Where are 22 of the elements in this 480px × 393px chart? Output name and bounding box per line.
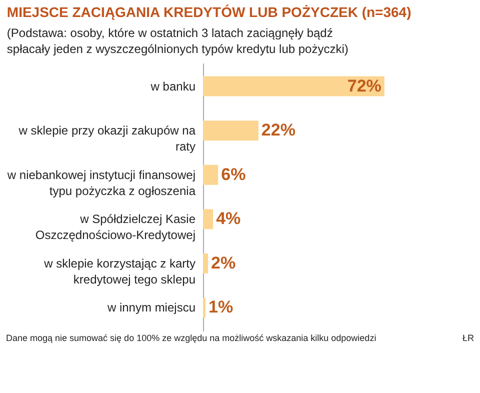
bar xyxy=(203,76,384,96)
data-label: 1% xyxy=(208,298,234,317)
bar xyxy=(203,164,218,185)
data-label: 2% xyxy=(211,253,236,272)
y-tick-label: w sklepie przy okazji zakupów na raty xyxy=(18,124,196,154)
data-label: 72% xyxy=(347,76,382,96)
chart-subtitle: (Podstawa: osoby, które w ostatnich 3 latach zaciągnęły bądź spłacały jeden z wyszczególnionych typów kredytu lub pożyczki) xyxy=(6,26,348,56)
text: Dane mogą nie sumować się do 100% ze względu na możliwość wskazania kilku odpowiedzi xyxy=(6,333,376,343)
data-label: 6% xyxy=(221,164,246,184)
y-tick-label: w banku xyxy=(150,79,196,94)
bar xyxy=(203,253,208,274)
y-tick-label: w innym miejscu xyxy=(106,300,196,315)
bar xyxy=(203,298,206,318)
y-tick-label: w Spółdzielczej Kasie Oszczędnościowo-Kredytowej xyxy=(35,212,196,242)
y-tick-label: w niebankowej instytucji finansowej typu pożyczka z ogłoszenia xyxy=(6,168,196,198)
y-tick-label: w sklepie korzystając z karty kredytowej tego sklepu xyxy=(43,256,196,286)
bar xyxy=(203,209,214,230)
data-label: 4% xyxy=(216,209,241,228)
data-label: 22% xyxy=(261,120,296,140)
bar xyxy=(203,120,258,141)
chart-title: MIEJSCE ZACIĄGANIA KREDYTÓW LUB POŻYCZEK (n=364) xyxy=(6,4,412,20)
text: ŁR xyxy=(462,333,474,343)
